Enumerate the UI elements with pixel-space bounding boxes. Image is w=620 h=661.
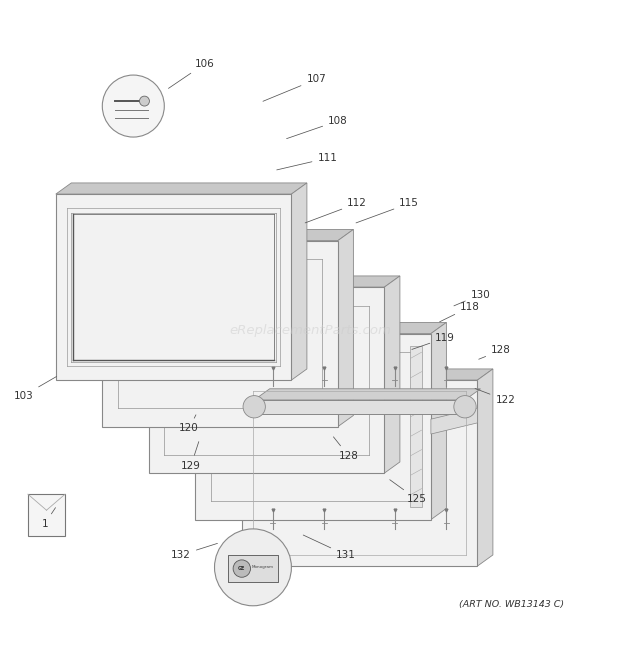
Text: 111: 111 <box>277 153 337 170</box>
Polygon shape <box>254 389 480 400</box>
Text: 112: 112 <box>305 198 367 223</box>
Text: 122: 122 <box>475 389 515 405</box>
Polygon shape <box>254 400 465 414</box>
Circle shape <box>454 395 476 418</box>
Polygon shape <box>410 346 422 507</box>
Polygon shape <box>56 194 291 380</box>
Polygon shape <box>102 229 353 241</box>
Circle shape <box>233 560 250 577</box>
Polygon shape <box>291 183 307 380</box>
Text: 131: 131 <box>303 535 356 560</box>
Polygon shape <box>242 369 493 380</box>
Text: 125: 125 <box>390 480 427 504</box>
Text: 107: 107 <box>263 75 326 101</box>
Polygon shape <box>28 494 65 536</box>
Circle shape <box>243 395 265 418</box>
Text: 115: 115 <box>356 198 419 223</box>
Polygon shape <box>149 287 384 473</box>
Text: 132: 132 <box>171 543 218 560</box>
Text: 103: 103 <box>14 377 56 401</box>
Text: 120: 120 <box>179 415 199 434</box>
Text: 119: 119 <box>412 333 455 350</box>
Polygon shape <box>102 241 338 426</box>
Bar <box>228 555 278 582</box>
Circle shape <box>140 96 149 106</box>
Text: (ART NO. WB13143 C): (ART NO. WB13143 C) <box>459 600 564 609</box>
Polygon shape <box>56 183 307 194</box>
Polygon shape <box>431 323 446 520</box>
Polygon shape <box>431 408 477 434</box>
Text: 128: 128 <box>479 345 511 359</box>
Circle shape <box>215 529 291 605</box>
Polygon shape <box>195 323 446 334</box>
Text: 130: 130 <box>454 290 490 306</box>
Polygon shape <box>477 369 493 566</box>
Text: eReplacementParts.com: eReplacementParts.com <box>229 324 391 337</box>
Polygon shape <box>149 276 400 287</box>
Text: 108: 108 <box>286 116 348 139</box>
Polygon shape <box>384 276 400 473</box>
Text: 128: 128 <box>334 437 358 461</box>
Text: 1: 1 <box>42 508 56 529</box>
Text: Monogram: Monogram <box>252 565 274 569</box>
Polygon shape <box>338 229 353 426</box>
Text: 129: 129 <box>181 442 201 471</box>
Text: GE: GE <box>238 566 246 571</box>
Text: 106: 106 <box>169 59 215 89</box>
Circle shape <box>102 75 164 137</box>
Polygon shape <box>195 334 431 520</box>
Polygon shape <box>242 380 477 566</box>
Bar <box>202 305 239 317</box>
Text: 118: 118 <box>440 302 480 322</box>
